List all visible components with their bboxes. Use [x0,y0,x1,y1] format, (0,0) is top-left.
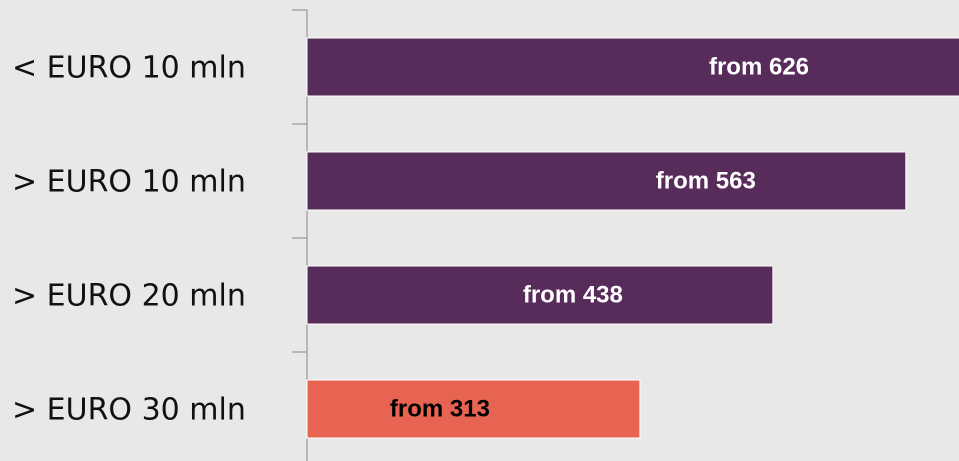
category-label: > EURO 30 mln [12,393,246,428]
bar [306,37,959,97]
bar [306,379,641,439]
bar [306,151,907,211]
value-label: from 313 [390,395,490,422]
category-label: < EURO 10 mln [12,51,246,86]
value-label: from 438 [523,281,623,308]
value-label: from 626 [709,53,809,80]
value-label: from 563 [656,167,756,194]
category-label: > EURO 20 mln [12,279,246,314]
category-label: > EURO 10 mln [12,165,246,200]
bar [306,265,774,325]
